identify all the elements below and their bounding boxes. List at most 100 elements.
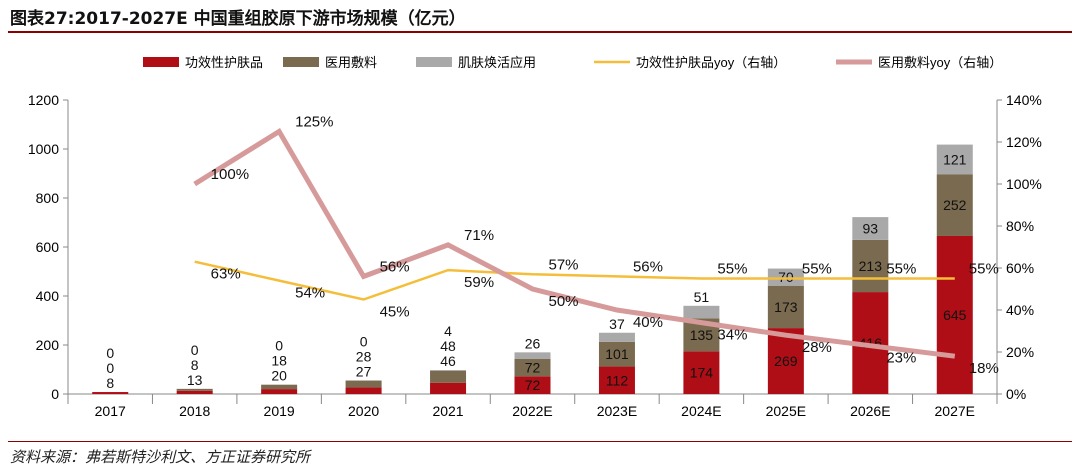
line-value-label: 55%	[802, 261, 832, 278]
source-divider	[8, 441, 1072, 442]
line-1	[193, 128, 956, 359]
source-note: 资料来源：弗若斯特沙利文、方正证券研究所	[10, 448, 311, 466]
bar-1	[767, 285, 804, 329]
left-tick-label: 1000	[28, 141, 59, 157]
right-tick-label: 120%	[1006, 134, 1042, 150]
bar-0	[345, 387, 382, 394]
bar-value-label: 135	[690, 327, 714, 343]
left-tick-label: 400	[36, 288, 60, 304]
bar-value-label: 252	[943, 197, 967, 213]
category-label: 2018	[179, 403, 210, 419]
left-tick-label: 600	[36, 239, 60, 255]
line-value-label: 55%	[969, 261, 999, 278]
line-value-label: 125%	[295, 114, 333, 131]
bar-value-label: 645	[943, 307, 967, 323]
category-label: 2023E	[597, 403, 637, 419]
right-tick-label: 140%	[1006, 92, 1042, 108]
bar-1	[514, 358, 551, 377]
right-tick-label: 80%	[1006, 218, 1034, 234]
bar-value-label: 28	[356, 349, 372, 365]
bar-2	[430, 369, 467, 371]
left-tick-label: 200	[36, 337, 60, 353]
left-tick-label: 0	[51, 386, 59, 402]
bar-value-label: 173	[774, 299, 798, 315]
bar-value-label: 0	[360, 334, 368, 350]
bar-0	[92, 392, 129, 394]
bar-value-label: 0	[106, 360, 114, 376]
legend-label: 功效性护肤品yoy（右轴）	[636, 55, 786, 70]
line-value-label: 23%	[886, 350, 916, 367]
line-value-label: 56%	[380, 258, 410, 275]
line-value-label: 71%	[464, 227, 494, 244]
bar-value-label: 0	[275, 338, 283, 354]
bar-2	[598, 332, 635, 342]
bar-value-label: 0	[191, 342, 199, 358]
bar-value-label: 27	[356, 364, 372, 380]
bar-value-label: 48	[440, 338, 456, 354]
bar-value-label: 26	[525, 335, 541, 351]
category-label: 2024E	[681, 403, 721, 419]
right-tick-label: 0%	[1006, 386, 1026, 402]
category-label: 2025E	[766, 403, 806, 419]
line-value-label: 100%	[211, 166, 249, 183]
bar-1	[430, 370, 467, 383]
bar-2	[683, 305, 720, 319]
category-label: 2021	[432, 403, 463, 419]
category-label: 2017	[95, 403, 126, 419]
line-0	[194, 260, 955, 301]
bar-value-label: 13	[187, 372, 203, 388]
bar-0	[514, 376, 551, 394]
bar-2	[514, 352, 551, 359]
bar-value-label: 93	[863, 221, 879, 237]
bar-0	[430, 382, 467, 394]
bar-value-label: 46	[440, 353, 456, 369]
line-value-label: 63%	[211, 266, 241, 283]
line-value-label: 55%	[886, 261, 916, 278]
bar-1	[176, 388, 213, 391]
bar-1	[598, 341, 635, 367]
category-label: 2026E	[850, 403, 890, 419]
right-tick-label: 60%	[1006, 260, 1034, 276]
right-tick-label: 20%	[1006, 344, 1034, 360]
category-label: 2027E	[935, 403, 975, 419]
bar-2	[767, 268, 804, 286]
bar-2	[852, 217, 889, 240]
line-value-label: 40%	[633, 314, 663, 331]
line-value-label: 34%	[717, 327, 747, 344]
line-value-label: 57%	[549, 256, 579, 273]
bar-value-label: 37	[609, 316, 625, 332]
left-tick-label: 800	[36, 190, 60, 206]
line-value-label: 28%	[802, 339, 832, 356]
bar-0	[683, 351, 720, 394]
bar-1	[261, 384, 298, 390]
bar-value-label: 121	[943, 151, 967, 167]
right-tick-label: 40%	[1006, 302, 1034, 318]
bar-value-label: 51	[694, 289, 710, 305]
legend-label: 功效性护肤品	[185, 55, 263, 70]
bar-0	[261, 389, 298, 394]
category-label: 2020	[348, 403, 379, 419]
line-value-label: 54%	[295, 285, 325, 302]
bar-value-label: 213	[859, 258, 883, 274]
bar-value-label: 18	[271, 353, 287, 369]
legend-swatch	[143, 57, 179, 67]
bar-value-label: 4	[444, 323, 452, 339]
bar-value-label: 269	[774, 353, 798, 369]
bar-value-label: 72	[525, 360, 541, 376]
legend-label: 医用敷料	[325, 55, 377, 70]
legend-label: 医用敷料yoy（右轴）	[878, 55, 1002, 70]
bar-value-label: 8	[191, 357, 199, 373]
line-value-label: 45%	[380, 304, 410, 321]
bar-value-label: 20	[271, 368, 287, 384]
line-value-label: 18%	[969, 360, 999, 377]
line-value-label: 50%	[549, 293, 579, 310]
line-value-label: 55%	[717, 261, 747, 278]
legend-swatch	[283, 57, 319, 67]
bar-2	[936, 144, 973, 175]
bar-1	[852, 239, 889, 293]
bar-value-label: 112	[606, 372, 629, 388]
category-label: 2022E	[512, 403, 552, 419]
bar-value-label: 174	[690, 365, 714, 381]
